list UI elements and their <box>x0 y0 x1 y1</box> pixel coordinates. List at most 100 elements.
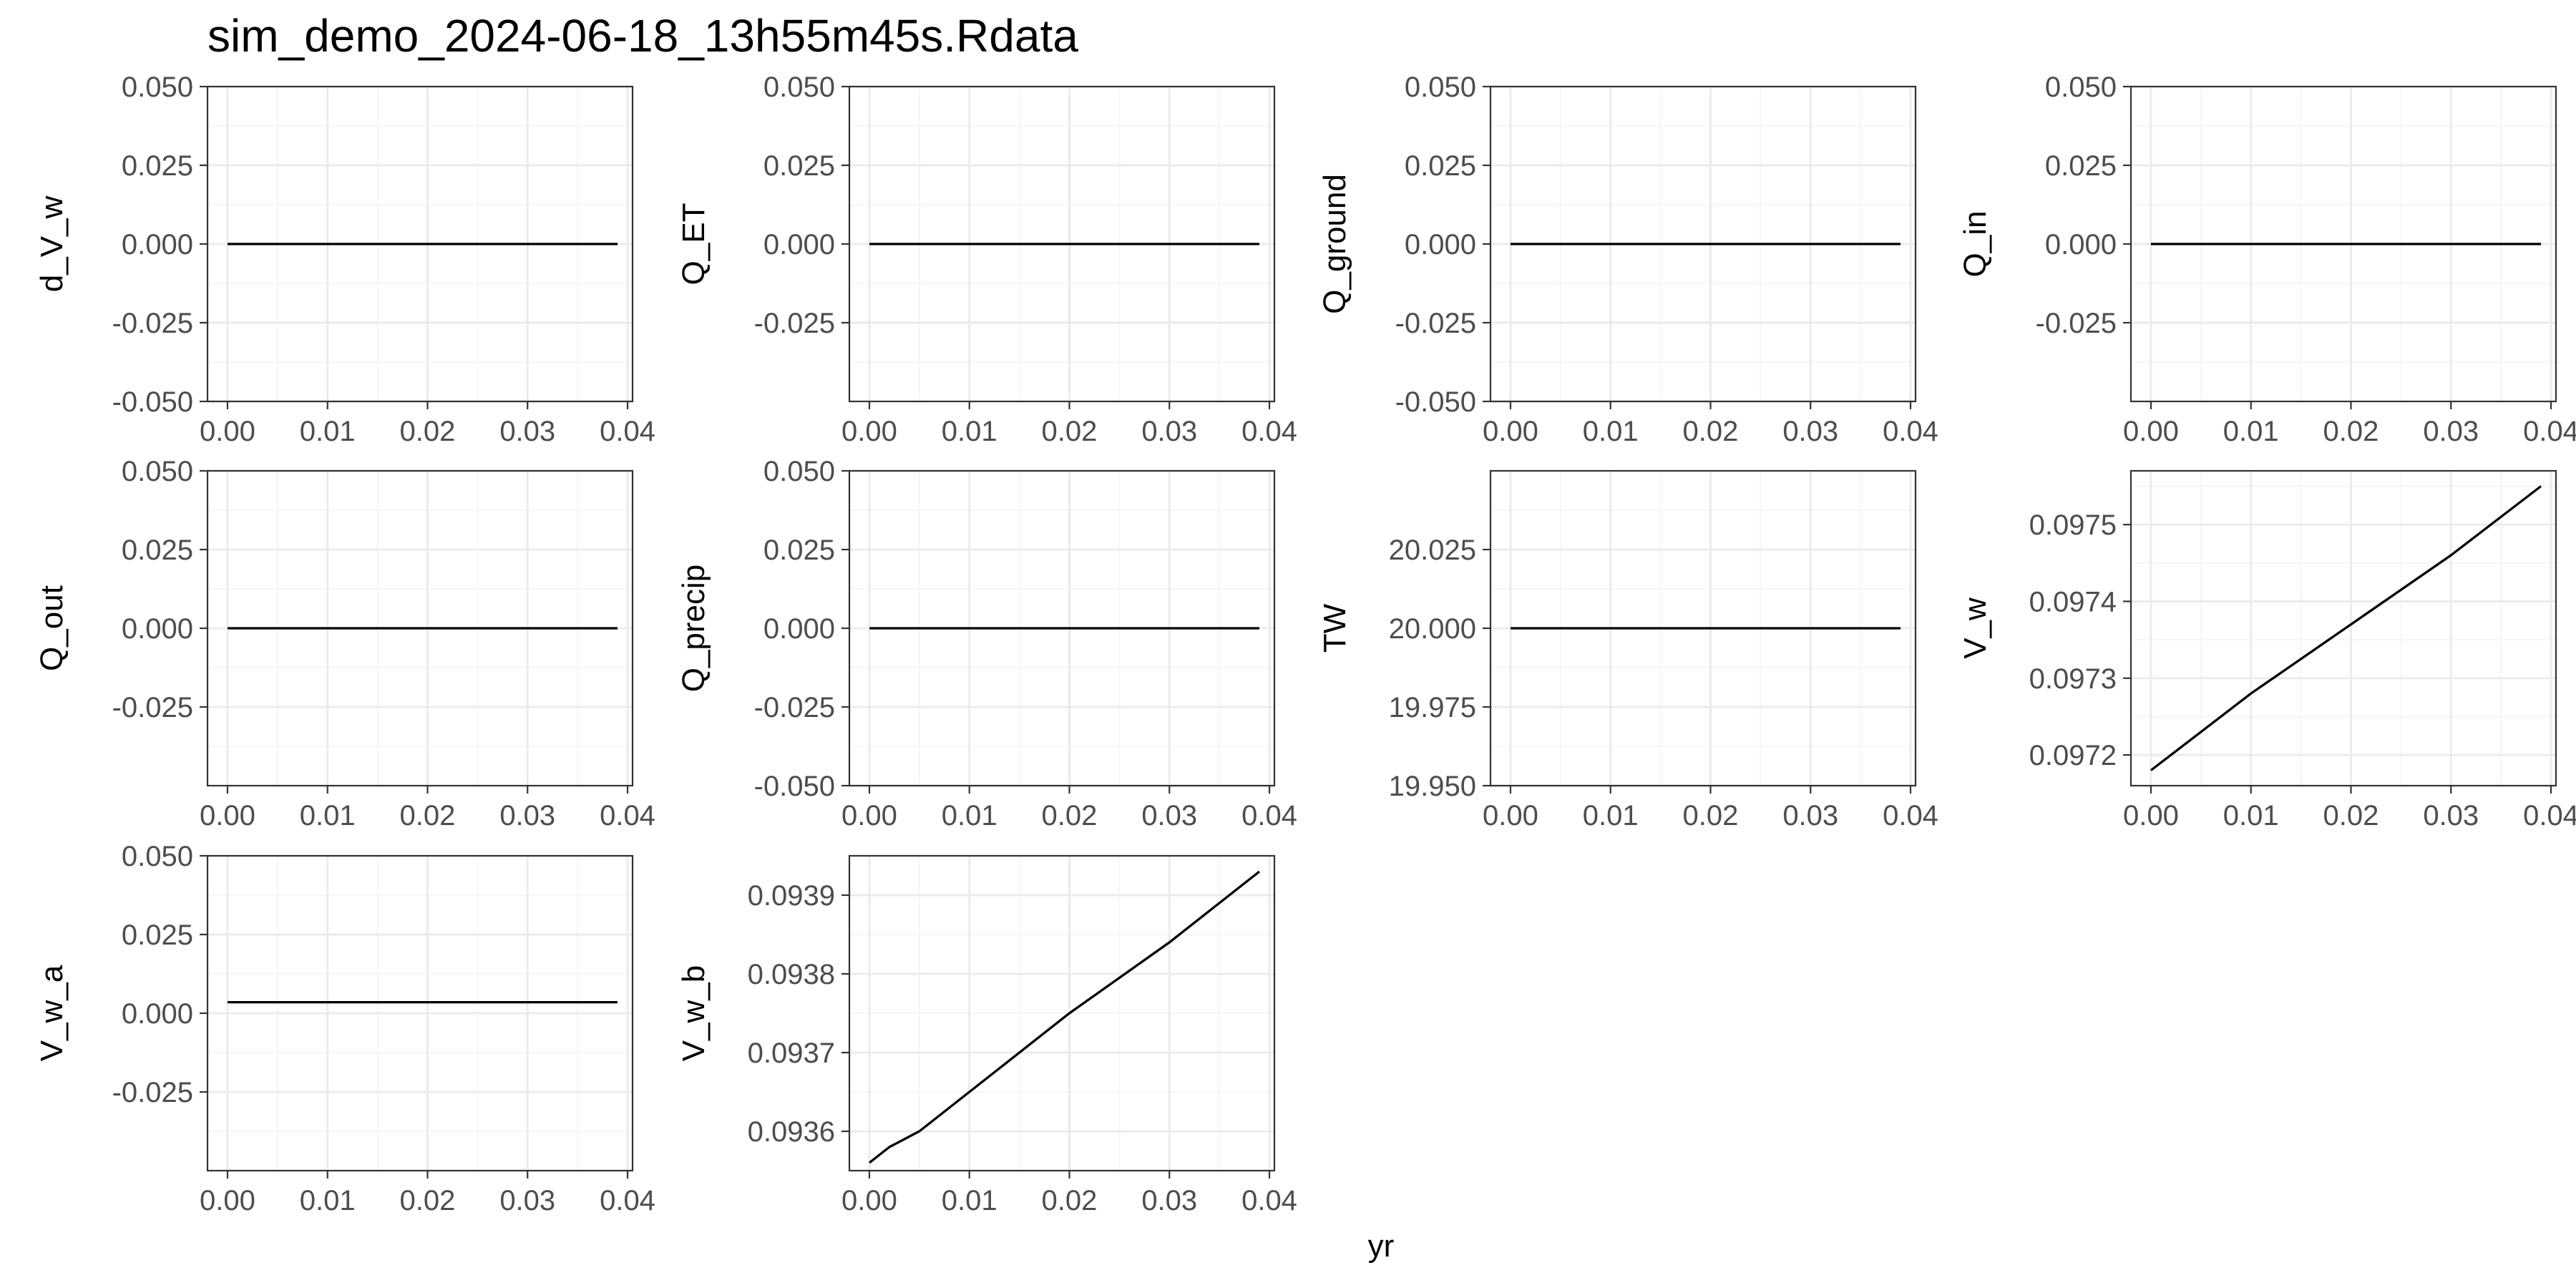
y-tick-label: 0.050 <box>122 72 193 103</box>
y-tick-label: 0.050 <box>122 841 193 872</box>
y-tick-label: 0.050 <box>763 72 835 103</box>
y-tick-label: 19.950 <box>1389 771 1476 802</box>
x-tick-label: 0.01 <box>942 1185 997 1216</box>
x-tick-label: 0.03 <box>2423 800 2479 831</box>
x-tick-label: 0.02 <box>2323 416 2379 447</box>
x-tick-label: 0.03 <box>2423 416 2479 447</box>
y-tick-label: -0.025 <box>754 308 835 339</box>
y-axis-title: TW <box>1317 603 1352 653</box>
y-tick-label: 0.000 <box>763 229 835 260</box>
x-tick-label: 0.03 <box>1141 800 1197 831</box>
y-tick-label: 0.050 <box>763 456 835 487</box>
facet-panel: 0.0936 0.0937 0.0938 0.0939 0.00 0.01 0.02 0.03… <box>676 854 1297 1216</box>
x-axis-title: yr <box>1368 1229 1395 1264</box>
y-tick-label: 0.0973 <box>2029 663 2117 695</box>
y-axis-title: V_w <box>1958 597 1993 659</box>
facet-panel: -0.025 0.000 0.025 0.050 0.00 0.01 0.02 0.03 0.0… <box>34 841 655 1216</box>
x-tick-label: 0.01 <box>300 800 356 831</box>
y-axis-title: d_V_w <box>34 196 69 293</box>
x-tick-label: 0.00 <box>841 416 897 447</box>
y-tick-label: 0.000 <box>2045 229 2117 260</box>
x-tick-label: 0.02 <box>1042 416 1098 447</box>
y-tick-label: 0.0974 <box>2029 586 2117 618</box>
panel-border <box>2129 469 2557 787</box>
x-tick-label: 0.03 <box>499 416 555 447</box>
facet-panel: -0.050 -0.025 0.000 0.025 0.050 0.00 0.01 0.02 0… <box>676 456 1297 831</box>
x-tick-label: 0.01 <box>942 416 997 447</box>
facet-panel: 19.950 19.975 20.000 20.025 0.00 0.01 0.02 0.03… <box>1317 469 1938 831</box>
y-tick-label: 0.025 <box>763 535 835 566</box>
y-tick-label: 0.050 <box>122 456 193 487</box>
x-tick-label: 0.00 <box>841 1185 897 1216</box>
y-tick-label: 0.050 <box>2045 72 2117 103</box>
y-tick-label: -0.050 <box>754 771 835 802</box>
x-tick-label: 0.04 <box>1241 416 1297 447</box>
y-tick-label: 0.000 <box>122 613 193 645</box>
x-tick-label: 0.04 <box>600 1185 655 1216</box>
y-tick-label: 19.975 <box>1389 692 1476 723</box>
y-tick-label: 20.025 <box>1389 535 1476 566</box>
facet-panel: -0.050 -0.025 0.000 0.025 0.050 0.00 0.01 0.02 0… <box>34 72 655 447</box>
y-tick-label: 0.0937 <box>748 1038 835 1069</box>
x-tick-label: 0.04 <box>2523 800 2576 831</box>
y-tick-label: 0.000 <box>1405 229 1476 260</box>
x-tick-label: 0.02 <box>1683 800 1739 831</box>
y-tick-label: 0.025 <box>122 535 193 566</box>
y-axis-title: Q_precip <box>676 565 711 693</box>
y-tick-label: 0.050 <box>1405 72 1476 103</box>
y-tick-label: 0.0938 <box>748 959 835 990</box>
y-tick-label: 0.0972 <box>2029 740 2117 771</box>
x-tick-label: 0.02 <box>400 416 456 447</box>
x-tick-label: 0.01 <box>942 800 997 831</box>
y-tick-label: -0.050 <box>112 386 193 418</box>
y-axis-title: Q_out <box>34 585 69 671</box>
y-tick-label: -0.025 <box>754 692 835 723</box>
x-tick-label: 0.00 <box>200 800 255 831</box>
x-tick-label: 0.01 <box>1583 416 1639 447</box>
y-axis-title: Q_in <box>1958 211 1993 278</box>
x-tick-label: 0.04 <box>1883 416 1938 447</box>
x-tick-label: 0.02 <box>400 1185 456 1216</box>
y-axis-title: V_w_a <box>34 965 69 1061</box>
x-tick-label: 0.02 <box>2323 800 2379 831</box>
facet-panel: -0.025 0.000 0.025 0.050 0.00 0.01 0.02 0.03 0.0… <box>676 72 1297 447</box>
x-tick-label: 0.03 <box>499 800 555 831</box>
y-tick-label: -0.025 <box>2036 308 2117 339</box>
x-tick-label: 0.00 <box>1483 416 1538 447</box>
y-tick-label: 0.0936 <box>748 1116 835 1148</box>
y-tick-label: -0.050 <box>1395 386 1476 418</box>
x-tick-label: 0.02 <box>1042 800 1098 831</box>
y-tick-label: 0.025 <box>763 150 835 182</box>
y-tick-label: 0.025 <box>2045 150 2117 182</box>
x-tick-label: 0.00 <box>2123 416 2179 447</box>
x-tick-label: 0.04 <box>2523 416 2576 447</box>
y-axis-title: Q_ET <box>676 203 711 286</box>
y-tick-label: 0.0939 <box>748 880 835 912</box>
x-tick-label: 0.01 <box>300 1185 356 1216</box>
x-tick-label: 0.02 <box>1042 1185 1098 1216</box>
x-tick-label: 0.03 <box>1782 416 1838 447</box>
series-line <box>868 870 1261 1164</box>
series-line <box>2150 485 2542 771</box>
x-tick-label: 0.03 <box>1141 416 1197 447</box>
x-tick-label: 0.04 <box>600 416 655 447</box>
facet-panel: -0.025 0.000 0.025 0.050 0.00 0.01 0.02 0.03 0.0… <box>1958 72 2576 447</box>
panel-border <box>848 854 1276 1172</box>
x-tick-label: 0.03 <box>1141 1185 1197 1216</box>
y-tick-label: 0.000 <box>763 613 835 645</box>
x-tick-label: 0.00 <box>841 800 897 831</box>
y-axis-title: V_w_b <box>676 965 711 1062</box>
x-tick-label: 0.00 <box>200 1185 255 1216</box>
facet-panel: 0.0972 0.0973 0.0974 0.0975 0.00 0.01 0.02 0.03… <box>1958 469 2576 831</box>
y-tick-label: 20.000 <box>1389 613 1476 645</box>
y-tick-label: 0.0975 <box>2029 509 2117 541</box>
x-tick-label: 0.04 <box>1883 800 1938 831</box>
y-tick-label: -0.025 <box>112 692 193 723</box>
x-tick-label: 0.01 <box>2223 800 2279 831</box>
x-tick-label: 0.00 <box>2123 800 2179 831</box>
x-tick-label: 0.04 <box>1241 1185 1297 1216</box>
y-tick-label: -0.025 <box>1395 308 1476 339</box>
x-tick-label: 0.02 <box>1683 416 1739 447</box>
